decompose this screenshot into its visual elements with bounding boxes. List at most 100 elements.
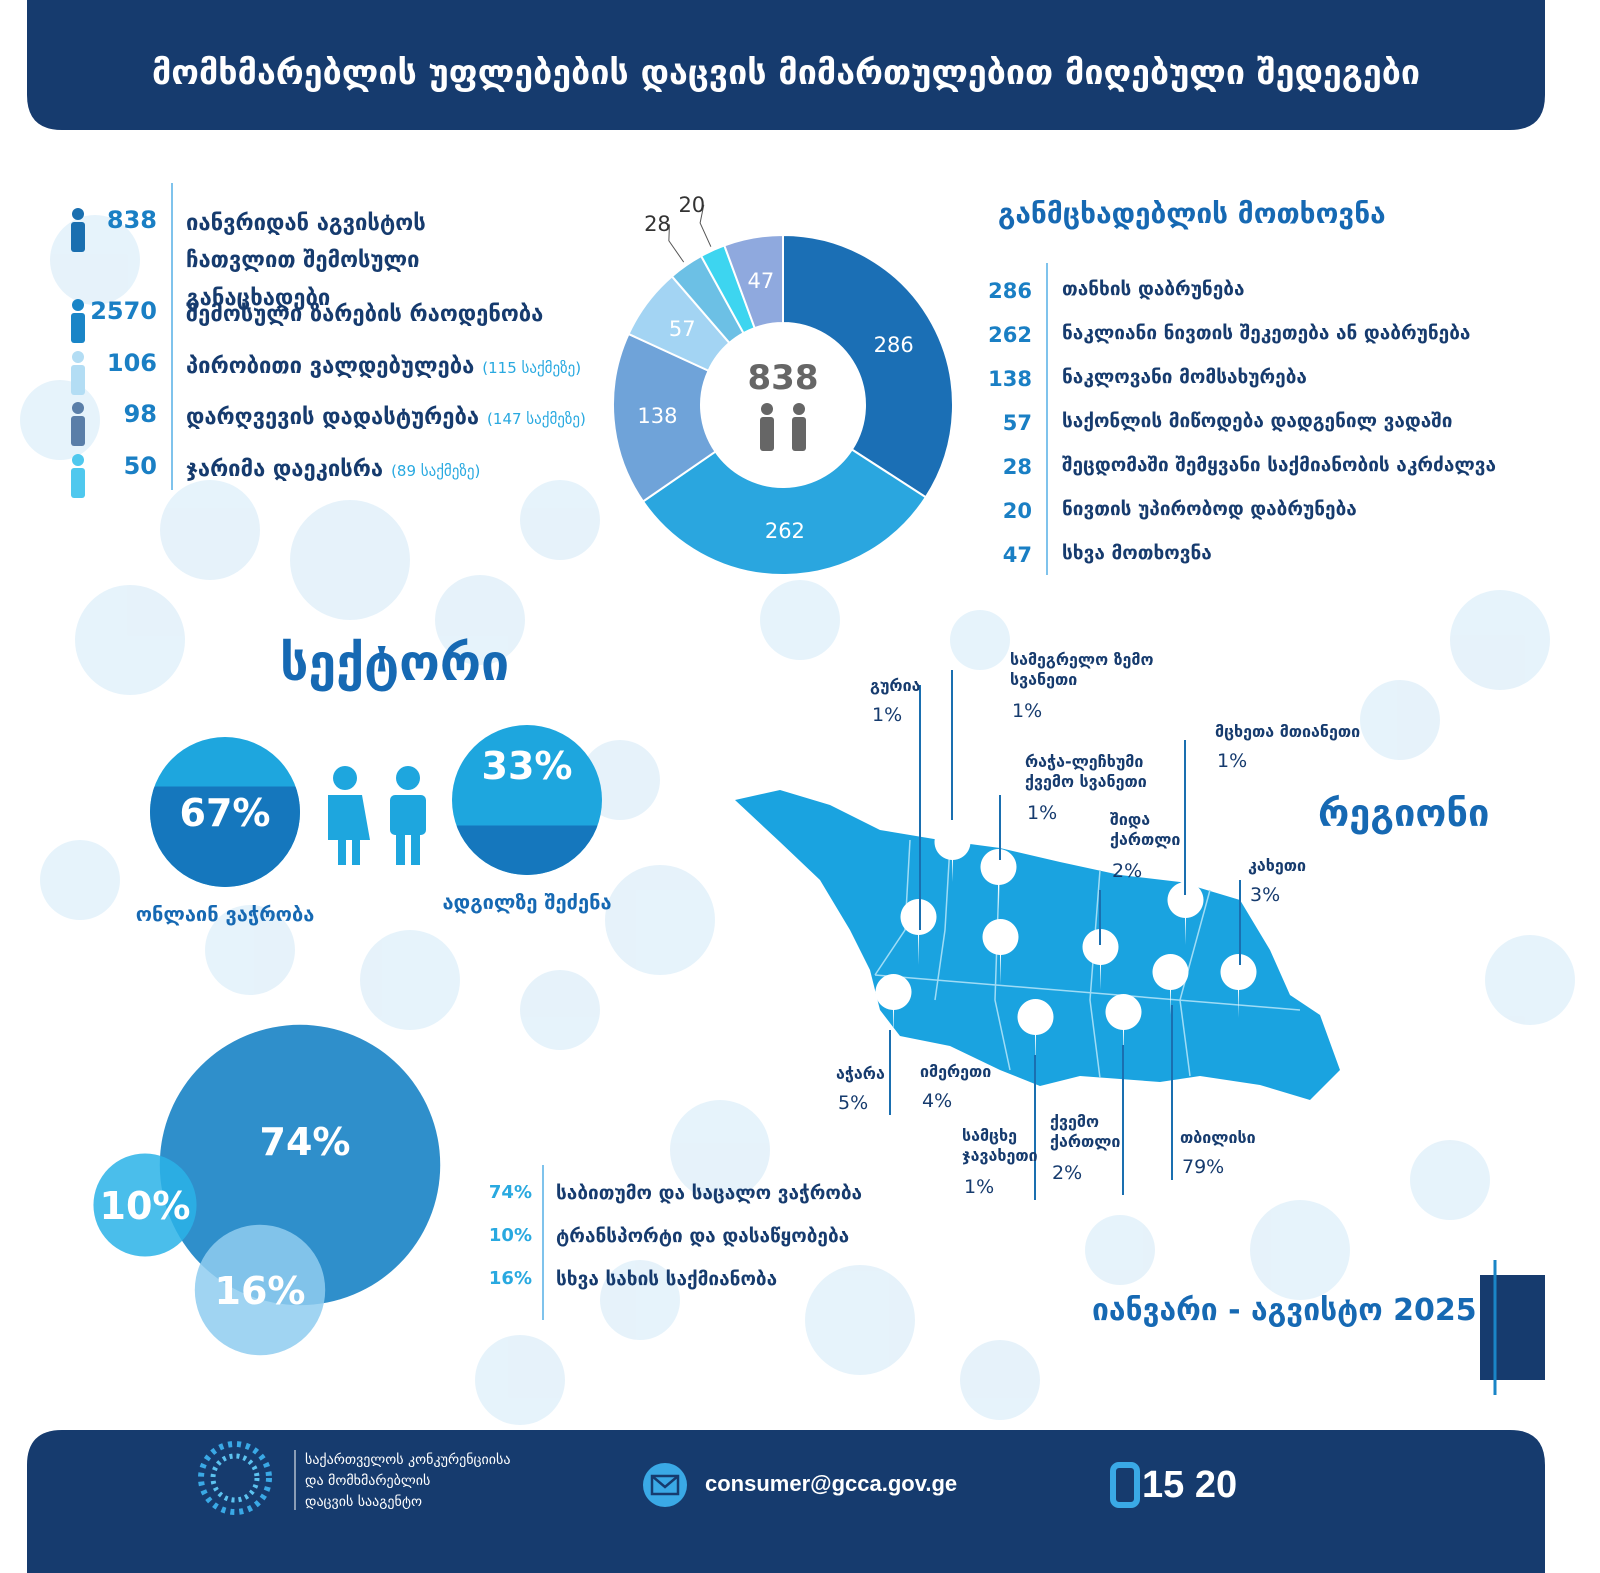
phone-icon [1110,1462,1140,1508]
stat-note: (115 საქმეზე) [482,359,582,377]
person-icon [71,416,85,446]
person-icon [71,468,85,498]
request-label: სხვა მოთხოვნა [1062,542,1212,564]
donut-segment [723,233,784,330]
percent-label: 67% [179,791,271,835]
email: consumer@gcca.gov.ge [705,1471,958,1496]
donut-label: 28 [644,212,671,237]
person-icon [761,403,773,415]
activity-label: ტრანსპორტი და დასაწყობება [556,1225,850,1247]
page-title: მომხმარებლის უფლებების დაცვის მიმართულებ… [151,53,1421,93]
request-value: 286 [988,279,1032,303]
sector-label: ადგილზე შეძენა [442,890,612,914]
circle-fill [452,825,602,875]
donut-label: 20 [678,192,706,217]
region-value: 1% [1027,802,1058,824]
person-icon [72,402,84,414]
region-title: რეგიონი [1318,791,1490,835]
region-value: 3% [1250,884,1281,906]
activity-value: 16% [488,1268,532,1289]
stat-label: იანვრიდან აგვისტოს ჩათვლით შემოსული განა… [186,211,426,311]
person-icon [71,222,85,252]
person-icon [760,417,774,451]
sector-label: ონლაინ ვაჭრობა [135,902,315,926]
background-circles [20,215,1575,1425]
donut-total: 838 [747,358,819,398]
period-tab [1480,1275,1545,1380]
email-icon [643,1463,687,1507]
donut-label: 57 [668,317,696,342]
stat-label: შემოსული ზარების რაოდენობა [186,302,544,327]
header-band [27,0,1545,130]
donut-label: 286 [873,332,914,357]
activity-label: სხვა სახის საქმიანობა [556,1268,778,1290]
request-label: ნივთის უპირობოდ დაბრუნება [1062,498,1357,520]
region-value: 1% [1217,750,1248,772]
request-label: თანხის დაბრუნება [1062,278,1245,300]
donut-label: 47 [747,268,775,293]
stat-value: 2570 [90,297,157,325]
bubble [93,1153,197,1257]
request-label: ნაკლიანი ნივთის შეკეთება ან დაბრუნება [1062,322,1471,344]
activity-label: საბითუმო და საცალო ვაჭრობა [556,1182,863,1204]
agency-name: საქართველოს კონკურენციისა [305,1452,511,1468]
region-name: აჭარა [836,1064,885,1083]
activity-value: 74% [488,1182,532,1203]
phone: 15 20 [1142,1464,1238,1506]
stat-value: 98 [123,400,157,428]
region-value: 2% [1052,1162,1083,1184]
percent-label: 33% [481,744,573,788]
region-name: რაჭა-ლეჩხუმი ქვემო სვანეთი [1025,752,1147,791]
request-value: 47 [1002,543,1032,567]
region-name: სამცხე ჯავახეთი [962,1126,1038,1165]
region-name: სამეგრელო ზემო სვანეთი [1010,650,1154,689]
donut-segment [782,233,954,499]
leader-line [699,204,712,247]
stat-label: ჯარიმა დაეკისრა (89 საქმეზე) [186,457,481,482]
region-value: 1% [964,1176,995,1198]
stat-label: დარღვევის დადასტურება (147 საქმეზე) [186,405,586,430]
region-name: იმერეთი [920,1062,992,1081]
region-value: 4% [922,1090,953,1112]
region-name: გურია [870,676,921,695]
person-icon [71,365,85,395]
region-name: ქვემო ქართლი [1050,1112,1121,1151]
region-value: 1% [1012,700,1043,722]
person-icon [793,403,805,415]
stat-value: 838 [106,206,157,234]
donut-label: 138 [637,403,678,428]
stat-value: 50 [123,452,157,480]
region-name: თბილისი [1180,1128,1256,1147]
region-value: 2% [1112,860,1143,882]
request-value: 262 [988,323,1032,347]
period: იანვარი - აგვისტო 2025 [1092,1293,1477,1328]
request-title: განმცხადებლის მოთხოვნა [998,197,1386,230]
donut-segment [612,332,717,503]
request-label: საქონლის მიწოდება დადგენილ ვადაში [1062,410,1453,432]
region-value: 79% [1182,1156,1225,1178]
activity-value: 10% [488,1225,532,1246]
agency-name: და მომხმარებლის [305,1473,431,1489]
person-icon [72,299,84,311]
person-icon [72,208,84,220]
region-value: 5% [838,1092,869,1114]
stat-note: (147 საქმეზე) [487,410,586,428]
request-value: 20 [1002,499,1032,523]
person-icon [71,313,85,343]
donut-hole [703,325,863,485]
person-icon [792,417,806,451]
stat-value: 106 [106,349,157,377]
map-outline [735,670,1340,1200]
request-value: 57 [1002,411,1032,435]
footer-band [27,1430,1545,1573]
person-icon [72,454,84,466]
leader-line [668,224,685,263]
people-icons [328,766,426,865]
region-name: კახეთი [1248,856,1306,875]
request-label: შეცდომაში შემყვანი საქმიანობის აკრძალვა [1062,454,1496,476]
bubble [194,1224,326,1356]
request-value: 28 [1002,455,1032,479]
donut-label: 262 [764,518,805,543]
